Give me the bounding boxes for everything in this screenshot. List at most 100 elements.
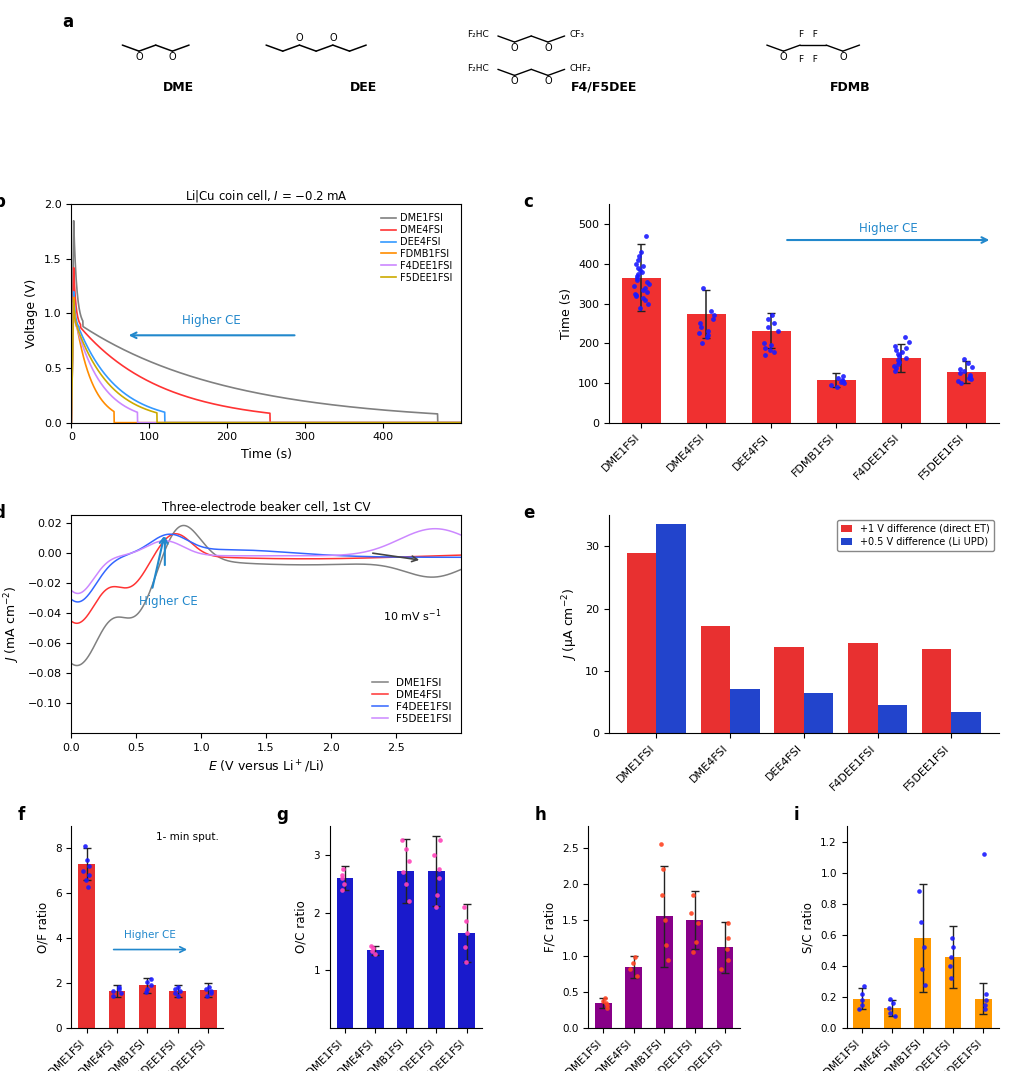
Point	[627, 949, 643, 966]
Point	[629, 967, 645, 984]
Point	[626, 277, 642, 295]
Point	[143, 970, 159, 987]
Point	[685, 944, 701, 961]
FDMB1FSI	[65, 417, 77, 429]
Point	[641, 275, 657, 292]
Point	[963, 371, 979, 388]
Point	[631, 247, 647, 265]
Point	[635, 289, 651, 306]
Text: O: O	[839, 52, 847, 62]
Text: b: b	[0, 194, 5, 211]
DME4FSI	[70, 617, 83, 630]
Point	[765, 315, 782, 332]
Point	[964, 359, 980, 376]
Bar	[336, 878, 354, 1028]
F5DEE1FSI	[215, 549, 227, 562]
Point	[757, 340, 773, 357]
Point	[334, 866, 351, 884]
F4DEE1FSI	[132, 543, 145, 556]
Text: i: i	[794, 805, 799, 824]
Bar	[139, 985, 156, 1028]
Point	[700, 322, 716, 340]
Line: DME1FSI: DME1FSI	[71, 526, 461, 665]
DEE4FSI	[255, 417, 267, 429]
Point	[367, 946, 383, 963]
DME4FSI	[65, 417, 77, 429]
Point	[946, 938, 962, 955]
Text: O: O	[511, 43, 519, 54]
F4DEE1FSI	[65, 593, 77, 606]
Text: CHF₂: CHF₂	[570, 64, 591, 73]
DME1FSI	[215, 552, 227, 564]
DEE4FSI	[245, 417, 257, 429]
Point	[854, 985, 870, 1002]
Point	[599, 996, 615, 1013]
F5DEE1FSI	[372, 417, 384, 429]
F4DEE1FSI	[65, 417, 77, 429]
DEE4FSI	[86, 348, 98, 361]
FDMB1FSI	[454, 417, 467, 429]
F4DEE1FSI	[443, 417, 455, 429]
F5DEE1FSI	[67, 293, 79, 306]
Point	[654, 886, 671, 903]
Point	[698, 329, 714, 346]
DME1FSI	[443, 417, 455, 429]
F4DEE1FSI	[215, 543, 227, 556]
Point	[887, 337, 903, 355]
Point	[887, 362, 903, 379]
Point	[632, 261, 648, 278]
Point	[76, 838, 93, 855]
Point	[977, 1001, 994, 1019]
Text: F₂HC: F₂HC	[467, 30, 489, 40]
Text: a: a	[62, 13, 73, 31]
Bar	[109, 991, 125, 1028]
F5DEE1FSI	[65, 584, 77, 597]
F5DEE1FSI	[110, 552, 122, 564]
Point	[960, 355, 976, 372]
X-axis label: $E$ (V versus Li$^+$/Li): $E$ (V versus Li$^+$/Li)	[208, 758, 324, 775]
DME1FSI	[231, 556, 244, 569]
DME1FSI	[177, 519, 190, 532]
Point	[398, 875, 415, 892]
DME4FSI	[454, 417, 467, 429]
Line: F5DEE1FSI: F5DEE1FSI	[71, 529, 461, 593]
Point	[426, 846, 442, 863]
DME4FSI	[443, 417, 455, 429]
Point	[943, 957, 959, 975]
Bar	[752, 331, 791, 423]
Point	[143, 977, 159, 994]
Point	[892, 353, 908, 371]
DME4FSI	[255, 406, 267, 419]
Point	[898, 349, 914, 366]
Point	[657, 911, 674, 929]
Text: Higher CE: Higher CE	[139, 595, 198, 608]
F4DEE1FSI	[406, 550, 418, 563]
Point	[835, 367, 851, 384]
DME1FSI	[86, 326, 98, 338]
F4DEE1FSI	[71, 595, 84, 608]
Point	[695, 280, 711, 297]
Point	[637, 280, 653, 297]
Point	[851, 1001, 867, 1019]
Point	[703, 303, 719, 320]
DME4FSI	[443, 417, 455, 429]
Bar	[881, 359, 921, 423]
Point	[962, 366, 978, 383]
Bar	[687, 314, 726, 423]
Text: O: O	[168, 52, 176, 62]
Point	[78, 872, 95, 889]
Bar	[774, 647, 804, 734]
Title: Li|Cu coin cell, $I$ = −0.2 mA: Li|Cu coin cell, $I$ = −0.2 mA	[184, 188, 347, 205]
Point	[685, 886, 701, 903]
Point	[111, 980, 127, 997]
Point	[457, 899, 473, 916]
Y-axis label: Time (s): Time (s)	[559, 288, 573, 338]
Point	[170, 978, 186, 995]
F5DEE1FSI	[132, 544, 145, 557]
Line: F5DEE1FSI: F5DEE1FSI	[71, 300, 461, 423]
Point	[458, 912, 474, 930]
Legend: +1 V difference (direct ET), +0.5 V difference (Li UPD): +1 V difference (direct ET), +0.5 V diff…	[837, 521, 994, 550]
Bar	[922, 649, 952, 734]
Point	[916, 938, 932, 955]
Point	[898, 340, 914, 357]
